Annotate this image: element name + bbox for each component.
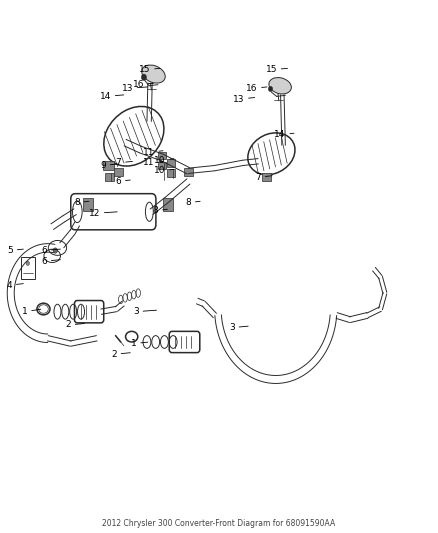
Text: 1: 1 — [22, 307, 41, 316]
Text: 3: 3 — [229, 323, 248, 332]
Text: 7: 7 — [255, 173, 272, 182]
Text: 8: 8 — [153, 206, 167, 215]
Text: 11: 11 — [143, 148, 163, 157]
Text: 2: 2 — [66, 320, 85, 329]
FancyBboxPatch shape — [103, 161, 114, 170]
Text: 14: 14 — [275, 130, 294, 139]
Circle shape — [268, 86, 273, 92]
Text: 2: 2 — [111, 350, 130, 359]
Text: 13: 13 — [122, 84, 148, 93]
Text: 7: 7 — [116, 158, 132, 167]
Text: 16: 16 — [246, 84, 267, 93]
FancyBboxPatch shape — [83, 198, 93, 211]
Text: 6: 6 — [42, 257, 60, 265]
Ellipse shape — [269, 77, 291, 94]
Circle shape — [141, 74, 147, 80]
Text: 3: 3 — [133, 307, 156, 316]
FancyBboxPatch shape — [166, 159, 175, 167]
FancyBboxPatch shape — [166, 169, 175, 177]
Circle shape — [53, 248, 57, 253]
Text: 6: 6 — [42, 246, 60, 255]
FancyBboxPatch shape — [158, 162, 166, 169]
Text: 6: 6 — [116, 177, 130, 186]
Text: 12: 12 — [89, 209, 117, 218]
Text: 11: 11 — [143, 158, 163, 167]
Text: 8: 8 — [74, 198, 89, 207]
FancyBboxPatch shape — [162, 198, 173, 211]
Circle shape — [26, 261, 29, 265]
Text: 2012 Chrysler 300 Converter-Front Diagram for 68091590AA: 2012 Chrysler 300 Converter-Front Diagra… — [102, 519, 336, 528]
Text: 8: 8 — [186, 198, 200, 207]
Text: 14: 14 — [100, 92, 124, 101]
FancyBboxPatch shape — [262, 173, 271, 181]
Text: 10: 10 — [154, 156, 174, 165]
Text: 13: 13 — [233, 94, 255, 103]
Text: 10: 10 — [154, 166, 174, 175]
FancyBboxPatch shape — [106, 173, 114, 181]
Text: 4: 4 — [7, 280, 23, 289]
Text: 5: 5 — [7, 246, 23, 255]
FancyBboxPatch shape — [158, 152, 166, 159]
Ellipse shape — [142, 65, 165, 83]
FancyBboxPatch shape — [184, 168, 193, 176]
Text: 16: 16 — [132, 80, 153, 89]
Text: 9: 9 — [100, 161, 117, 170]
Text: 15: 15 — [139, 66, 160, 74]
Text: 1: 1 — [131, 339, 148, 348]
Text: 15: 15 — [265, 66, 287, 74]
FancyBboxPatch shape — [114, 168, 123, 176]
